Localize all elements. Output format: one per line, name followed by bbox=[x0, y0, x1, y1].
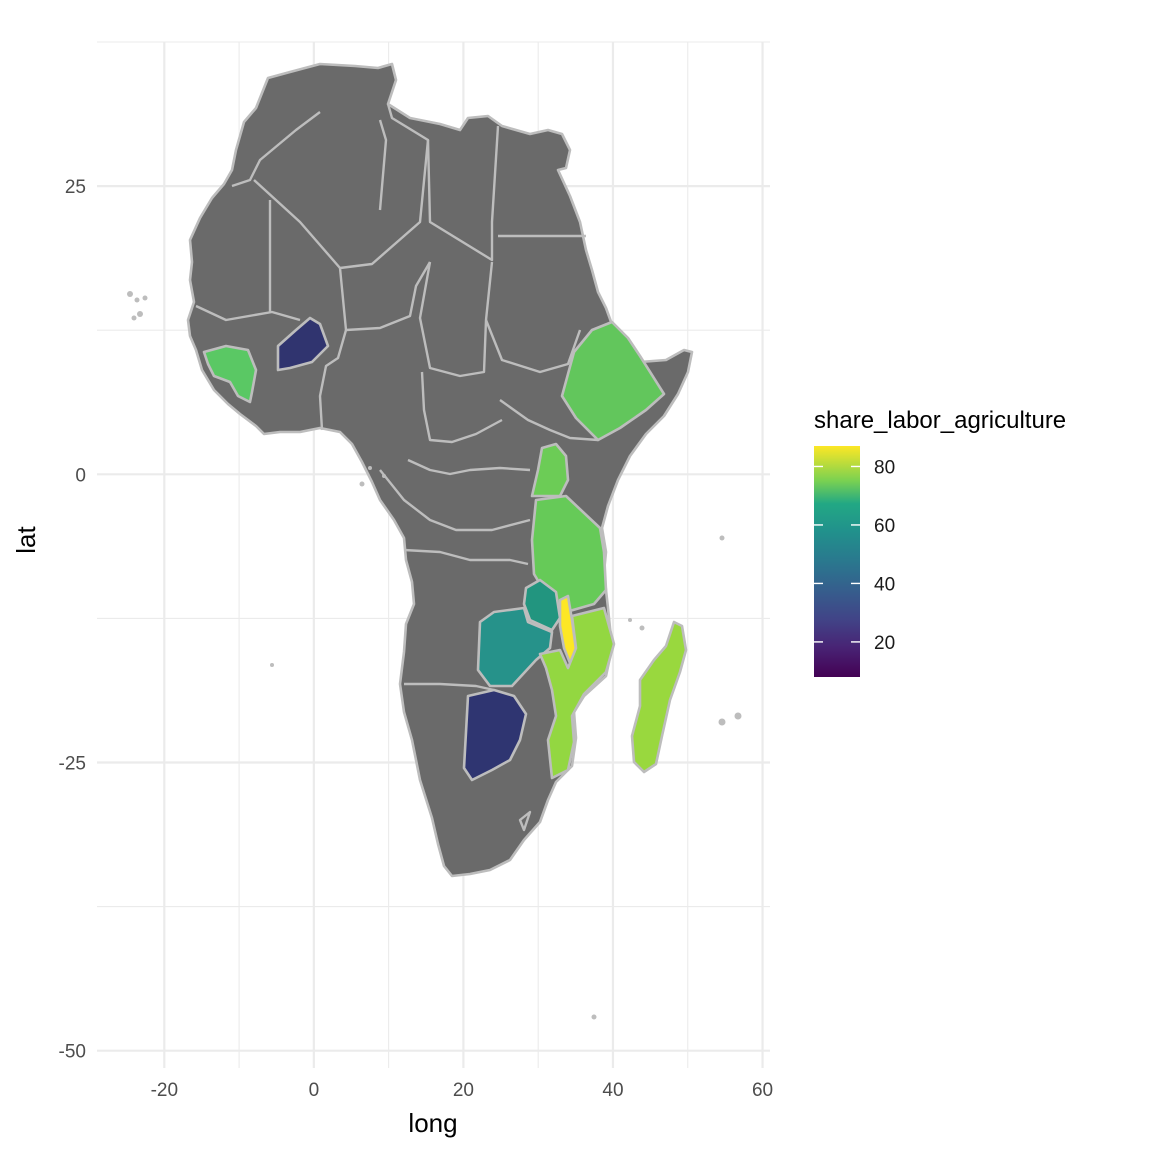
legend-colorbar bbox=[814, 446, 860, 677]
y-tick-label: -50 bbox=[59, 1042, 86, 1063]
region-malawi-zambia-north bbox=[522, 578, 562, 632]
region-uganda bbox=[530, 442, 570, 498]
x-tick-label: 40 bbox=[602, 1080, 623, 1101]
region-mozambique bbox=[538, 606, 616, 780]
islands bbox=[127, 291, 742, 1020]
legend-ticks: 80 60 40 20 bbox=[814, 457, 895, 654]
y-axis-ticks: 25 0 -25 -50 bbox=[59, 177, 86, 1063]
legend-title: share_labor_agriculture bbox=[814, 407, 1066, 434]
y-tick-label: 25 bbox=[65, 177, 86, 198]
legend-tick-label: 20 bbox=[874, 633, 895, 654]
y-axis-title: lat bbox=[11, 525, 41, 553]
region-madagascar bbox=[630, 620, 688, 774]
y-tick-label: 0 bbox=[75, 465, 86, 486]
region-botswana bbox=[462, 688, 528, 782]
y-tick-label: -25 bbox=[59, 754, 86, 775]
x-axis-ticks: -20 0 20 40 60 bbox=[151, 1080, 774, 1101]
region-burkina-faso bbox=[276, 316, 330, 372]
x-tick-label: 60 bbox=[752, 1080, 773, 1101]
legend-tick-label: 40 bbox=[874, 574, 895, 595]
x-tick-label: 20 bbox=[453, 1080, 474, 1101]
x-axis-title: long bbox=[408, 1108, 457, 1138]
data-regions bbox=[202, 316, 688, 782]
region-tanzania bbox=[530, 494, 608, 614]
legend-tick-label: 60 bbox=[874, 516, 895, 537]
region-guinea bbox=[202, 344, 258, 404]
region-zambia bbox=[476, 606, 554, 688]
legend: share_labor_agriculture 80 60 40 20 bbox=[814, 407, 1066, 677]
country-borders bbox=[195, 103, 617, 832]
region-ethiopia bbox=[560, 320, 666, 442]
x-tick-label: 0 bbox=[309, 1080, 320, 1101]
x-tick-label: -20 bbox=[151, 1080, 178, 1101]
legend-tick-label: 80 bbox=[874, 457, 895, 478]
